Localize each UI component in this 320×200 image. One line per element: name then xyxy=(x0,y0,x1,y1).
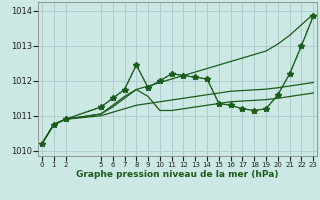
X-axis label: Graphe pression niveau de la mer (hPa): Graphe pression niveau de la mer (hPa) xyxy=(76,170,279,179)
